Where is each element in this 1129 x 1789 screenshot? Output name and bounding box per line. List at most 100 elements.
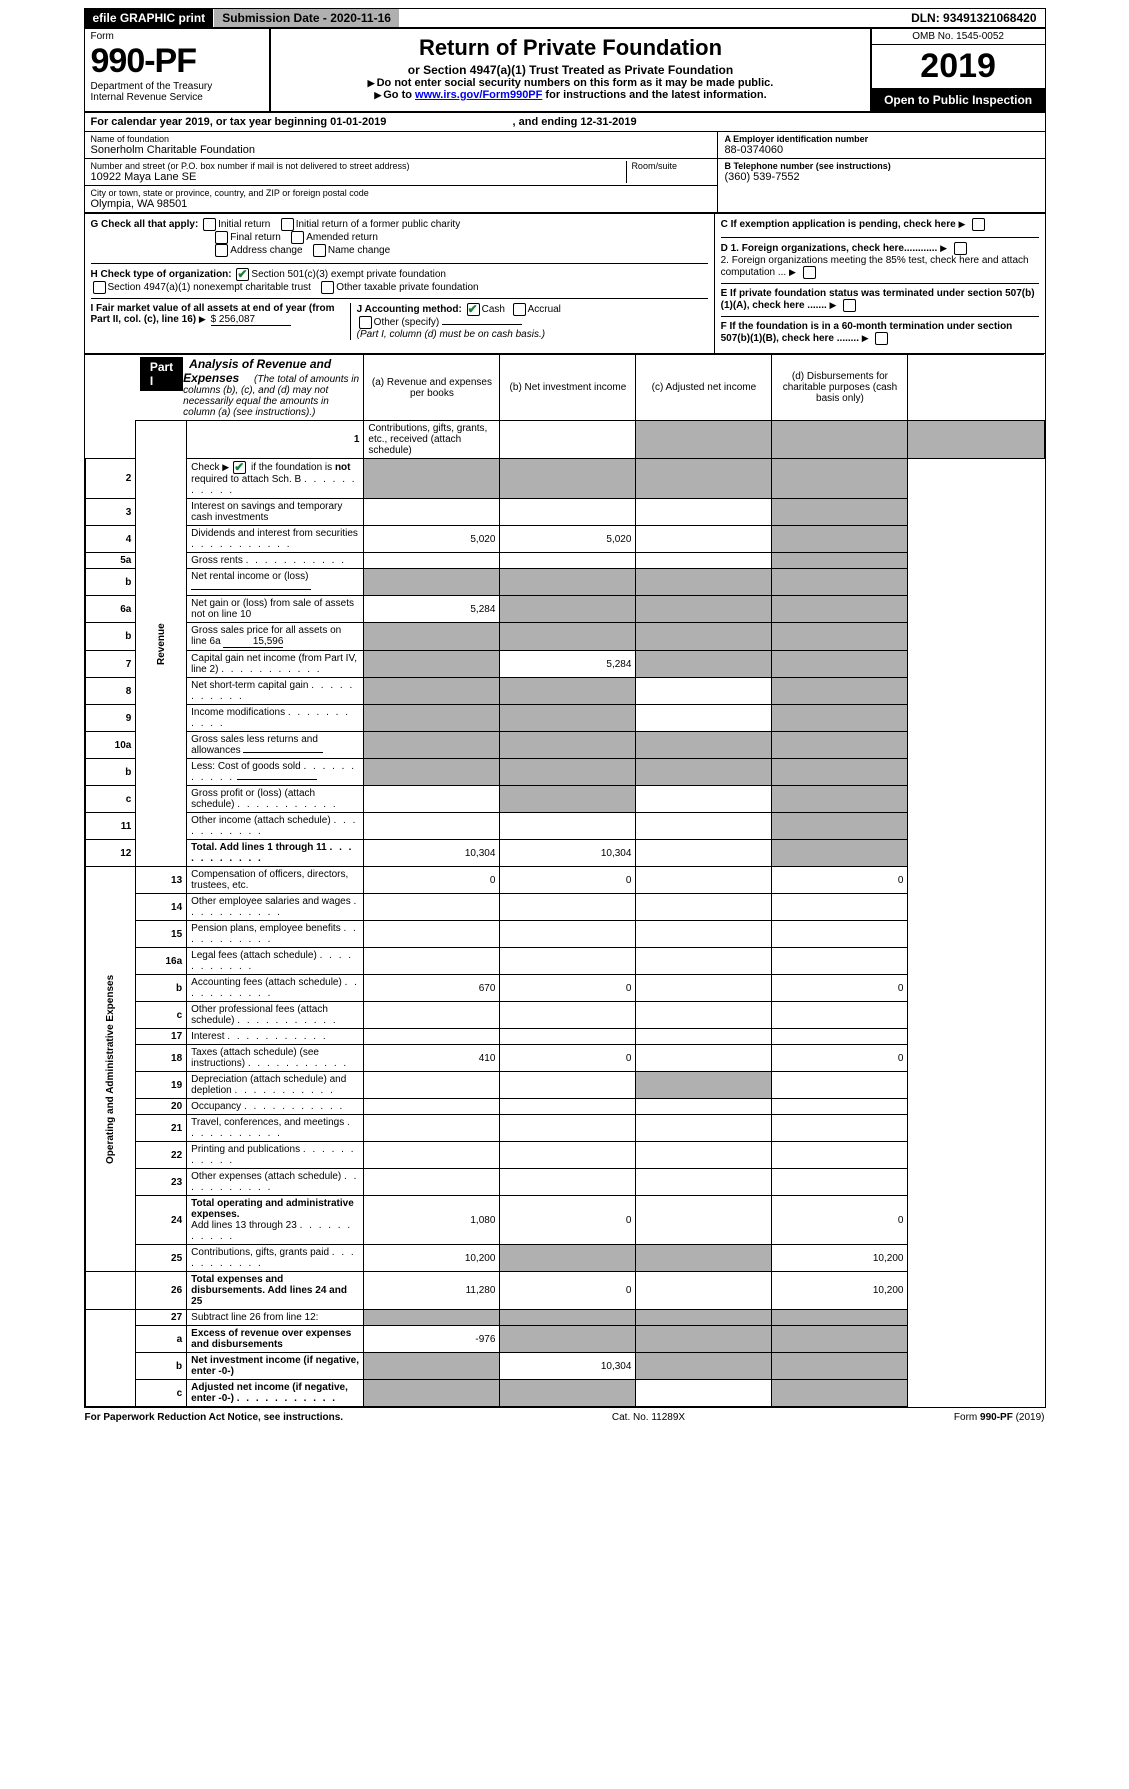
cash-checkbox[interactable]	[467, 303, 480, 316]
table-row: 19Depreciation (attach schedule) and dep…	[85, 1072, 1044, 1099]
addr-value: 10922 Maya Lane SE	[91, 171, 627, 183]
other-taxable-checkbox[interactable]	[321, 281, 334, 294]
table-row: 6aNet gain or (loss) from sale of assets…	[85, 596, 1044, 623]
row-21-desc: Travel, conferences, and meetings	[187, 1115, 364, 1142]
name-change-checkbox[interactable]	[313, 244, 326, 257]
row-16b-a: 670	[364, 975, 500, 1002]
amended-return-label: Amended return	[306, 232, 378, 243]
j-note: (Part I, column (d) must be on cash basi…	[357, 329, 545, 340]
col-d-header: (d) Disbursements for charitable purpose…	[772, 355, 908, 421]
address-change-checkbox[interactable]	[215, 244, 228, 257]
goto-post: for instructions and the latest informat…	[542, 89, 766, 101]
sec501-checkbox[interactable]	[236, 268, 249, 281]
name-change-label: Name change	[328, 245, 390, 256]
row-26-b: 0	[500, 1272, 636, 1310]
dln-number: DLN: 93491321068420	[903, 9, 1044, 27]
city-label: City or town, state or province, country…	[91, 188, 712, 198]
f-checkbox[interactable]	[875, 332, 888, 345]
e-checkbox[interactable]	[843, 299, 856, 312]
addr-label: Number and street (or P.O. box number if…	[91, 161, 627, 171]
part1-bar: Part I Analysis of Revenue and Expenses …	[140, 357, 360, 418]
row-24-desc: Total operating and administrative expen…	[187, 1196, 364, 1245]
expenses-side-label: Operating and Administrative Expenses	[85, 867, 136, 1272]
cash-label: Cash	[482, 304, 505, 315]
irs-link[interactable]: www.irs.gov/Form990PF	[415, 89, 542, 101]
row-14-desc: Other employee salaries and wages	[187, 894, 364, 921]
efile-print-button[interactable]: efile GRAPHIC print	[85, 9, 215, 27]
form-number: 990-PF	[91, 42, 264, 81]
d1-checkbox[interactable]	[954, 242, 967, 255]
other-taxable-label: Other taxable private foundation	[336, 282, 478, 293]
sec501-label: Section 501(c)(3) exempt private foundat…	[251, 269, 446, 280]
header-left: Form 990-PF Department of the Treasury I…	[85, 29, 272, 111]
row-2-desc: Check if the foundation is not required …	[187, 459, 364, 499]
city-value: Olympia, WA 98501	[91, 198, 712, 210]
e-label: E If private foundation status was termi…	[721, 288, 1035, 311]
analysis-table: Part I Analysis of Revenue and Expenses …	[85, 354, 1045, 1407]
table-row: 26Total expenses and disbursements. Add …	[85, 1272, 1044, 1310]
table-row: cOther professional fees (attach schedul…	[85, 1002, 1044, 1029]
form-header: Form 990-PF Department of the Treasury I…	[85, 29, 1045, 113]
row-4-desc: Dividends and interest from securities	[187, 526, 364, 553]
row-1-desc: Contributions, gifts, grants, etc., rece…	[364, 421, 500, 459]
table-row: 22Printing and publications	[85, 1142, 1044, 1169]
row-5b-desc: Net rental income or (loss)	[187, 569, 364, 596]
d2-checkbox[interactable]	[803, 266, 816, 279]
initial-former-checkbox[interactable]	[281, 218, 294, 231]
other-method-label: Other (specify)	[374, 317, 440, 328]
row-16b-desc: Accounting fees (attach schedule)	[187, 975, 364, 1002]
final-return-checkbox[interactable]	[215, 231, 228, 244]
table-row: 11Other income (attach schedule)	[85, 813, 1044, 840]
row-16a-desc: Legal fees (attach schedule)	[187, 948, 364, 975]
row-25-desc: Contributions, gifts, grants paid	[187, 1245, 364, 1272]
gh-left: G Check all that apply: Initial return I…	[85, 214, 715, 353]
form-title: Return of Private Foundation	[279, 35, 861, 61]
table-row: 12Total. Add lines 1 through 11 10,30410…	[85, 840, 1044, 867]
row-25-d: 10,200	[772, 1245, 908, 1272]
c-checkbox[interactable]	[972, 218, 985, 231]
row-25-a: 10,200	[364, 1245, 500, 1272]
arrow-icon	[368, 78, 377, 88]
row-13-b: 0	[500, 867, 636, 894]
table-row: 2Check if the foundation is not required…	[85, 459, 1044, 499]
table-row: 3Interest on savings and temporary cash …	[85, 499, 1044, 526]
form-word: Form	[91, 31, 264, 42]
row-17-desc: Interest	[187, 1029, 364, 1045]
form-subtitle: or Section 4947(a)(1) Trust Treated as P…	[279, 63, 861, 77]
cal-year-a: For calendar year 2019, or tax year begi…	[91, 116, 387, 128]
calendar-year-row: For calendar year 2019, or tax year begi…	[85, 113, 1045, 132]
other-method-checkbox[interactable]	[359, 316, 372, 329]
h-label: H Check type of organization:	[91, 269, 232, 280]
ssn-note: Do not enter social security numbers on …	[377, 77, 774, 89]
tel-cell: B Telephone number (see instructions) (3…	[718, 159, 1044, 185]
initial-return-checkbox[interactable]	[203, 218, 216, 231]
row-26-a: 11,280	[364, 1272, 500, 1310]
table-row: Revenue 1Contributions, gifts, grants, e…	[85, 421, 1044, 459]
accrual-checkbox[interactable]	[513, 303, 526, 316]
col-a-header: (a) Revenue and expenses per books	[364, 355, 500, 421]
sec4947-checkbox[interactable]	[93, 281, 106, 294]
row-12-desc: Total. Add lines 1 through 11	[187, 840, 364, 867]
arrow-icon	[940, 243, 949, 253]
table-row: 5aGross rents	[85, 553, 1044, 569]
revenue-side-label: Revenue	[136, 421, 187, 867]
arrow-icon	[222, 462, 231, 472]
table-row: 7Capital gain net income (from Part IV, …	[85, 651, 1044, 678]
row-12-a: 10,304	[364, 840, 500, 867]
row-26-desc: Total expenses and disbursements. Add li…	[187, 1272, 364, 1310]
name-label: Name of foundation	[91, 134, 712, 144]
ein-cell: A Employer identification number 88-0374…	[718, 132, 1044, 159]
arrow-icon	[199, 314, 208, 324]
submission-date: Submission Date - 2020-11-16	[214, 9, 399, 27]
d1-label: D 1. Foreign organizations, check here..…	[721, 243, 938, 254]
table-row: bNet rental income or (loss)	[85, 569, 1044, 596]
sch-b-checkbox[interactable]	[233, 461, 246, 474]
header-right: OMB No. 1545-0052 2019 Open to Public In…	[870, 29, 1045, 111]
final-return-label: Final return	[230, 232, 281, 243]
row-13-desc: Compensation of officers, directors, tru…	[187, 867, 364, 894]
cat-number: Cat. No. 11289X	[612, 1412, 685, 1423]
row-18-b: 0	[500, 1045, 636, 1072]
row-4-a: 5,020	[364, 526, 500, 553]
amended-return-checkbox[interactable]	[291, 231, 304, 244]
cal-year-b: , and ending 12-31-2019	[513, 116, 637, 128]
